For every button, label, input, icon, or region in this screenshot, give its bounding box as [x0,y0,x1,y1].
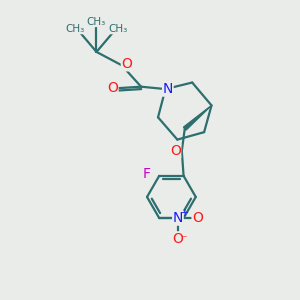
Text: CH₃: CH₃ [108,24,128,34]
Text: N: N [173,211,183,225]
Text: ⁻: ⁻ [181,234,187,247]
Text: CH₃: CH₃ [87,16,106,27]
Text: O: O [192,211,203,225]
Text: F: F [143,167,151,182]
Text: O: O [170,144,181,158]
Text: O: O [122,57,132,71]
Text: O: O [172,232,183,246]
Text: O: O [107,81,118,95]
Text: CH₃: CH₃ [65,24,85,34]
Text: +: + [180,208,188,218]
Text: N: N [163,82,173,96]
Polygon shape [184,105,212,130]
